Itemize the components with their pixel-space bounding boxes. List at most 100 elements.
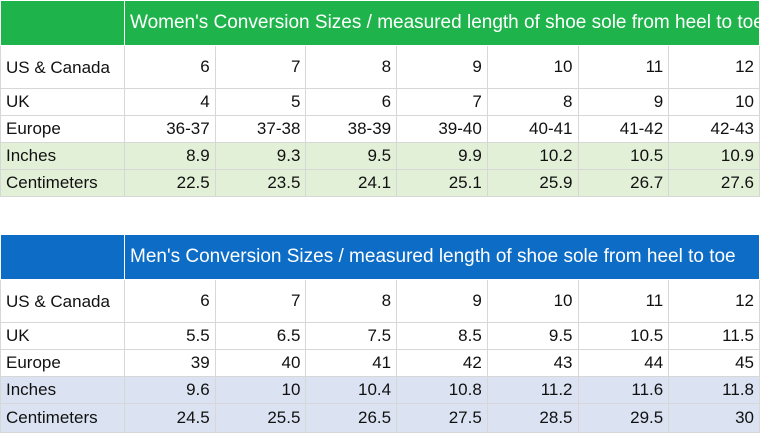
womens-row-europe: Europe 36-37 37-38 38-39 39-40 40-41 41-… (0, 115, 760, 143)
cell: 9.6 (124, 376, 216, 404)
cell: 9.9 (396, 142, 488, 170)
row-label: Inches (0, 142, 125, 170)
row-label: US & Canada (0, 279, 125, 323)
row-label: UK (0, 322, 125, 350)
mens-row-europe: Europe 39 40 41 42 43 44 45 (0, 349, 760, 377)
cell: 10 (486, 279, 579, 323)
cell: 6 (124, 279, 216, 323)
row-label: Europe (0, 115, 125, 143)
cell: 7 (396, 88, 488, 116)
womens-title-row: Women's Conversion Sizes / measured leng… (0, 0, 760, 46)
cell: 4 (124, 88, 216, 116)
row-label: Europe (0, 349, 125, 377)
row-label: UK (0, 88, 125, 116)
cell: 11.8 (668, 376, 760, 404)
womens-corner-cell (0, 0, 125, 46)
cell: 12 (668, 45, 760, 89)
cell: 25.1 (396, 169, 488, 197)
cell: 43 (486, 349, 579, 377)
cell: 37-38 (214, 115, 307, 143)
womens-size-table: Women's Conversion Sizes / measured leng… (0, 0, 760, 197)
womens-row-centimeters: Centimeters 22.5 23.5 24.1 25.1 25.9 26.… (0, 169, 760, 197)
cell: 8 (305, 45, 398, 89)
cell: 11.2 (486, 376, 579, 404)
cell: 11.6 (577, 376, 670, 404)
womens-table-title: Women's Conversion Sizes / measured leng… (124, 0, 760, 46)
cell: 25.5 (214, 403, 307, 433)
cell: 11.5 (668, 322, 760, 350)
cell: 7 (214, 45, 307, 89)
cell: 40 (214, 349, 307, 377)
mens-corner-cell (0, 234, 125, 280)
cell: 11 (577, 279, 670, 323)
cell: 10.5 (577, 322, 670, 350)
cell: 27.6 (668, 169, 760, 197)
mens-table-title: Men's Conversion Sizes / measured length… (124, 234, 760, 280)
cell: 29.5 (577, 403, 670, 433)
cell: 5.5 (124, 322, 216, 350)
cell: 23.5 (214, 169, 307, 197)
cell: 10.5 (577, 142, 670, 170)
cell: 6 (305, 88, 398, 116)
cell: 36-37 (124, 115, 216, 143)
cell: 41 (305, 349, 398, 377)
cell: 22.5 (124, 169, 216, 197)
cell: 45 (668, 349, 760, 377)
cell: 8.5 (396, 322, 488, 350)
row-label: Centimeters (0, 403, 125, 433)
mens-row-us-canada: US & Canada 6 7 8 9 10 11 12 (0, 279, 760, 323)
cell: 10.2 (486, 142, 579, 170)
cell: 10.8 (396, 376, 488, 404)
cell: 30 (668, 403, 760, 433)
mens-title-row: Men's Conversion Sizes / measured length… (0, 234, 760, 280)
row-label: Inches (0, 376, 125, 404)
cell: 44 (577, 349, 670, 377)
cell: 10 (486, 45, 579, 89)
cell: 10.4 (305, 376, 398, 404)
cell: 39 (124, 349, 216, 377)
cell: 25.9 (486, 169, 579, 197)
cell: 12 (668, 279, 760, 323)
table-separator (0, 197, 760, 234)
row-label: US & Canada (0, 45, 125, 89)
cell: 39-40 (396, 115, 488, 143)
cell: 9.5 (305, 142, 398, 170)
cell: 24.5 (124, 403, 216, 433)
cell: 8.9 (124, 142, 216, 170)
row-label: Centimeters (0, 169, 125, 197)
cell: 9 (577, 88, 670, 116)
cell: 9 (396, 279, 488, 323)
cell: 7 (214, 279, 307, 323)
mens-row-uk: UK 5.5 6.5 7.5 8.5 9.5 10.5 11.5 (0, 322, 760, 350)
cell: 9.5 (486, 322, 579, 350)
cell: 42 (396, 349, 488, 377)
cell: 38-39 (305, 115, 398, 143)
cell: 10 (668, 88, 760, 116)
cell: 28.5 (486, 403, 579, 433)
cell: 6 (124, 45, 216, 89)
cell: 9 (396, 45, 488, 89)
cell: 41-42 (577, 115, 670, 143)
cell: 7.5 (305, 322, 398, 350)
cell: 24.1 (305, 169, 398, 197)
womens-row-inches: Inches 8.9 9.3 9.5 9.9 10.2 10.5 10.9 (0, 142, 760, 170)
mens-row-centimeters: Centimeters 24.5 25.5 26.5 27.5 28.5 29.… (0, 403, 760, 433)
womens-row-uk: UK 4 5 6 7 8 9 10 (0, 88, 760, 116)
cell: 10 (214, 376, 307, 404)
cell: 11 (577, 45, 670, 89)
cell: 40-41 (486, 115, 579, 143)
cell: 27.5 (396, 403, 488, 433)
cell: 42-43 (668, 115, 760, 143)
cell: 8 (305, 279, 398, 323)
cell: 26.5 (305, 403, 398, 433)
cell: 6.5 (214, 322, 307, 350)
cell: 10.9 (668, 142, 760, 170)
cell: 9.3 (214, 142, 307, 170)
cell: 26.7 (577, 169, 670, 197)
cell: 8 (486, 88, 579, 116)
mens-size-table: Men's Conversion Sizes / measured length… (0, 234, 760, 433)
womens-row-us-canada: US & Canada 6 7 8 9 10 11 12 (0, 45, 760, 89)
cell: 5 (214, 88, 307, 116)
mens-row-inches: Inches 9.6 10 10.4 10.8 11.2 11.6 11.8 (0, 376, 760, 404)
